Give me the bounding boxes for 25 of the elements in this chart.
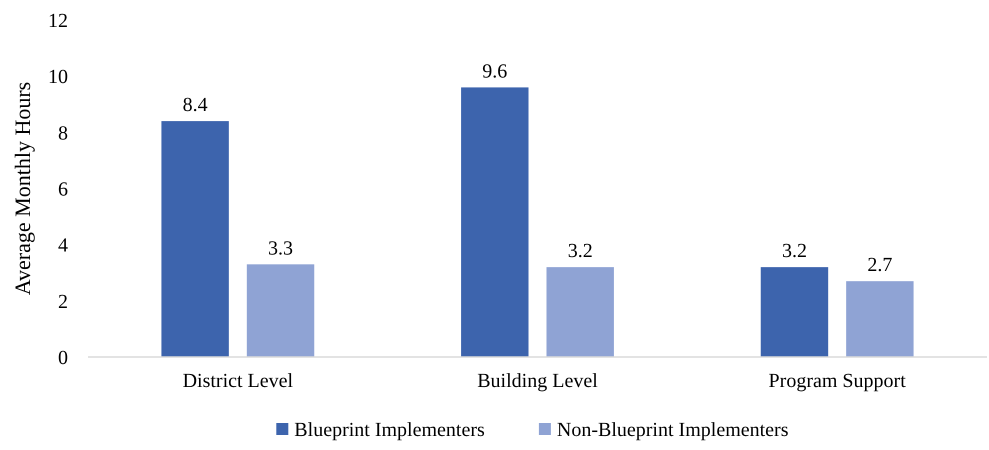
y-tick-label: 6	[58, 178, 68, 200]
y-tick-label: 0	[58, 347, 68, 369]
data-label: 8.4	[182, 94, 208, 116]
bar	[161, 121, 229, 357]
x-tick-label: District Level	[182, 370, 294, 392]
legend-label: Blueprint Implementers	[294, 419, 486, 441]
legend-label: Non-Blueprint Implementers	[556, 419, 789, 441]
x-tick-label: Program Support	[768, 370, 906, 392]
y-tick-label: 4	[58, 234, 68, 257]
data-label: 2.7	[867, 254, 892, 276]
data-label: 3.3	[268, 237, 294, 260]
x-tick-label: Building Level	[477, 370, 598, 392]
y-tick-label: 2	[58, 290, 68, 313]
bar	[461, 87, 529, 357]
y-axis-title: Average Monthly Hours	[10, 82, 35, 296]
data-label: 9.6	[482, 60, 508, 82]
bar	[246, 264, 314, 357]
bar	[760, 267, 828, 357]
y-tick-label: 10	[48, 66, 68, 88]
data-label: 3.2	[782, 240, 807, 262]
y-tick-label: 12	[48, 10, 68, 32]
y-tick-label: 8	[58, 122, 68, 144]
bar	[546, 267, 614, 357]
bar	[846, 281, 914, 357]
data-label: 3.2	[568, 240, 593, 262]
